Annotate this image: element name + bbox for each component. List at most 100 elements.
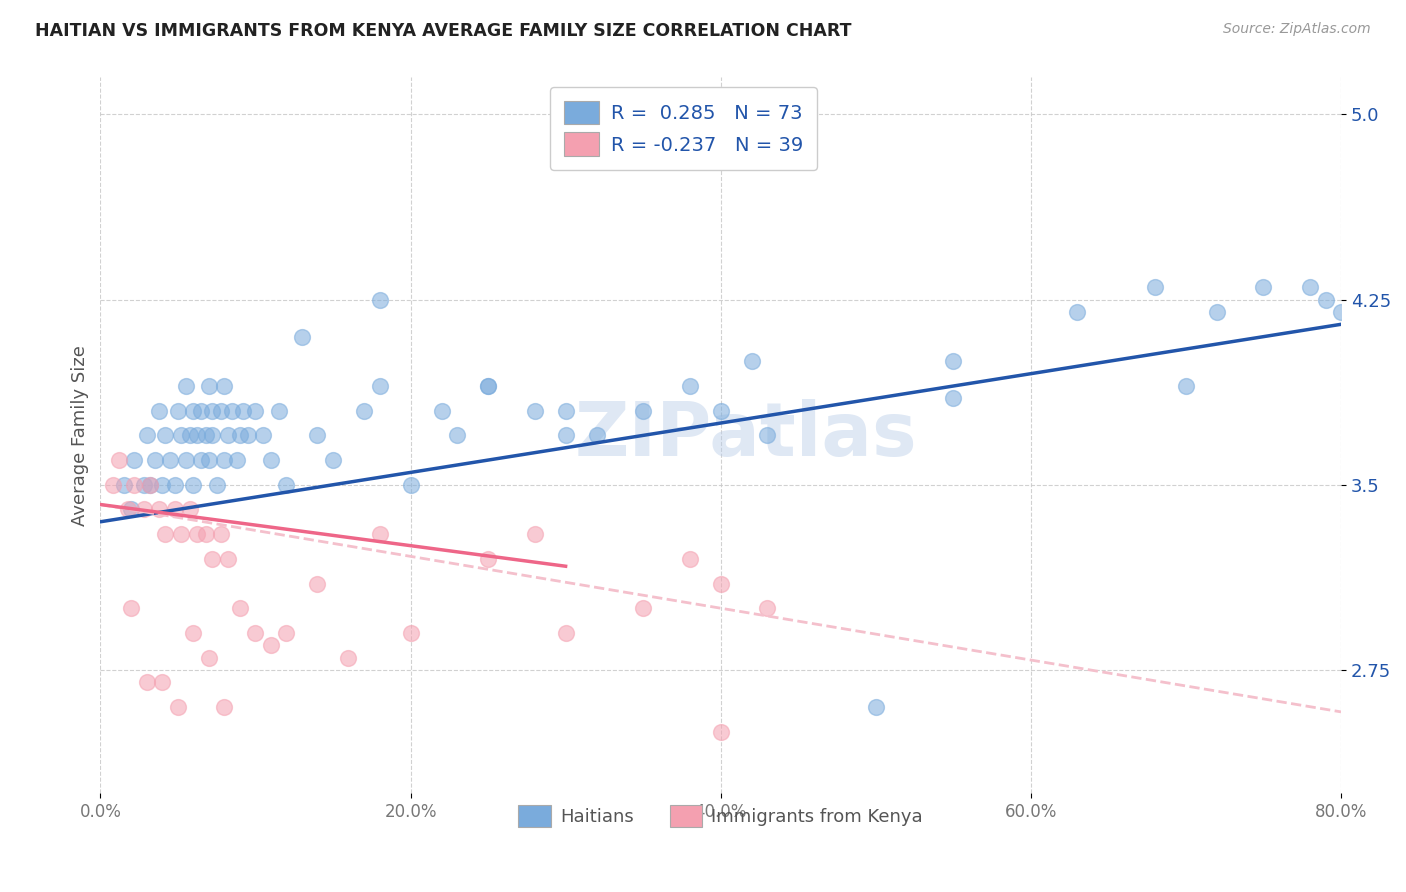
Point — [139, 477, 162, 491]
Point — [112, 477, 135, 491]
Point — [1143, 280, 1166, 294]
Point — [307, 428, 329, 442]
Point — [1299, 280, 1322, 294]
Point — [260, 453, 283, 467]
Text: Source: ZipAtlas.com: Source: ZipAtlas.com — [1223, 22, 1371, 37]
Point — [276, 626, 298, 640]
Point — [276, 477, 298, 491]
Point — [198, 379, 221, 393]
Point — [155, 428, 177, 442]
Point — [554, 428, 576, 442]
Point — [291, 329, 314, 343]
Point — [117, 502, 139, 516]
Point — [163, 477, 186, 491]
Point — [150, 675, 173, 690]
Point — [225, 453, 247, 467]
Text: ZIPatlas: ZIPatlas — [574, 399, 917, 472]
Point — [368, 379, 391, 393]
Point — [1174, 379, 1197, 393]
Point — [201, 403, 224, 417]
Point — [1253, 280, 1275, 294]
Point — [221, 403, 243, 417]
Point — [194, 428, 217, 442]
Point — [150, 477, 173, 491]
Point — [214, 379, 236, 393]
Point — [214, 700, 236, 714]
Point — [201, 551, 224, 566]
Point — [631, 403, 654, 417]
Point — [260, 638, 283, 652]
Point — [252, 428, 274, 442]
Point — [554, 403, 576, 417]
Point — [245, 403, 267, 417]
Point — [631, 601, 654, 615]
Point — [942, 354, 965, 368]
Point — [1315, 293, 1337, 307]
Point — [245, 626, 267, 640]
Point — [148, 403, 170, 417]
Point — [1206, 305, 1229, 319]
Point — [679, 379, 702, 393]
Point — [229, 601, 252, 615]
Point — [159, 453, 181, 467]
Point — [585, 428, 607, 442]
Point — [132, 477, 155, 491]
Point — [139, 477, 162, 491]
Point — [353, 403, 375, 417]
Point — [132, 502, 155, 516]
Point — [756, 428, 779, 442]
Point — [399, 626, 422, 640]
Point — [710, 724, 733, 739]
Point — [217, 551, 239, 566]
Point — [267, 403, 290, 417]
Point — [174, 379, 197, 393]
Point — [337, 650, 360, 665]
Point — [229, 428, 252, 442]
Point — [209, 403, 232, 417]
Point — [477, 379, 499, 393]
Point — [865, 700, 887, 714]
Point — [446, 428, 468, 442]
Point — [198, 650, 221, 665]
Point — [163, 502, 186, 516]
Point — [679, 551, 702, 566]
Point — [183, 626, 205, 640]
Text: HAITIAN VS IMMIGRANTS FROM KENYA AVERAGE FAMILY SIZE CORRELATION CHART: HAITIAN VS IMMIGRANTS FROM KENYA AVERAGE… — [35, 22, 852, 40]
Point — [101, 477, 124, 491]
Y-axis label: Average Family Size: Average Family Size — [72, 345, 89, 525]
Point — [217, 428, 239, 442]
Point — [368, 527, 391, 541]
Point — [120, 601, 142, 615]
Point — [710, 576, 733, 591]
Point — [143, 453, 166, 467]
Point — [201, 428, 224, 442]
Point — [135, 675, 157, 690]
Point — [322, 453, 344, 467]
Point — [368, 293, 391, 307]
Point — [1330, 305, 1353, 319]
Point — [174, 453, 197, 467]
Point — [214, 453, 236, 467]
Point — [108, 453, 131, 467]
Point — [135, 428, 157, 442]
Point — [236, 428, 259, 442]
Point — [179, 502, 201, 516]
Point — [1066, 305, 1088, 319]
Point — [430, 403, 453, 417]
Point — [399, 477, 422, 491]
Point — [554, 626, 576, 640]
Point — [232, 403, 254, 417]
Point — [183, 477, 205, 491]
Point — [183, 403, 205, 417]
Point — [186, 527, 208, 541]
Point — [198, 453, 221, 467]
Point — [756, 601, 779, 615]
Point — [307, 576, 329, 591]
Point — [190, 403, 212, 417]
Point — [186, 428, 208, 442]
Point — [167, 700, 190, 714]
Point — [523, 527, 546, 541]
Point — [155, 527, 177, 541]
Point — [124, 453, 146, 467]
Point — [170, 527, 193, 541]
